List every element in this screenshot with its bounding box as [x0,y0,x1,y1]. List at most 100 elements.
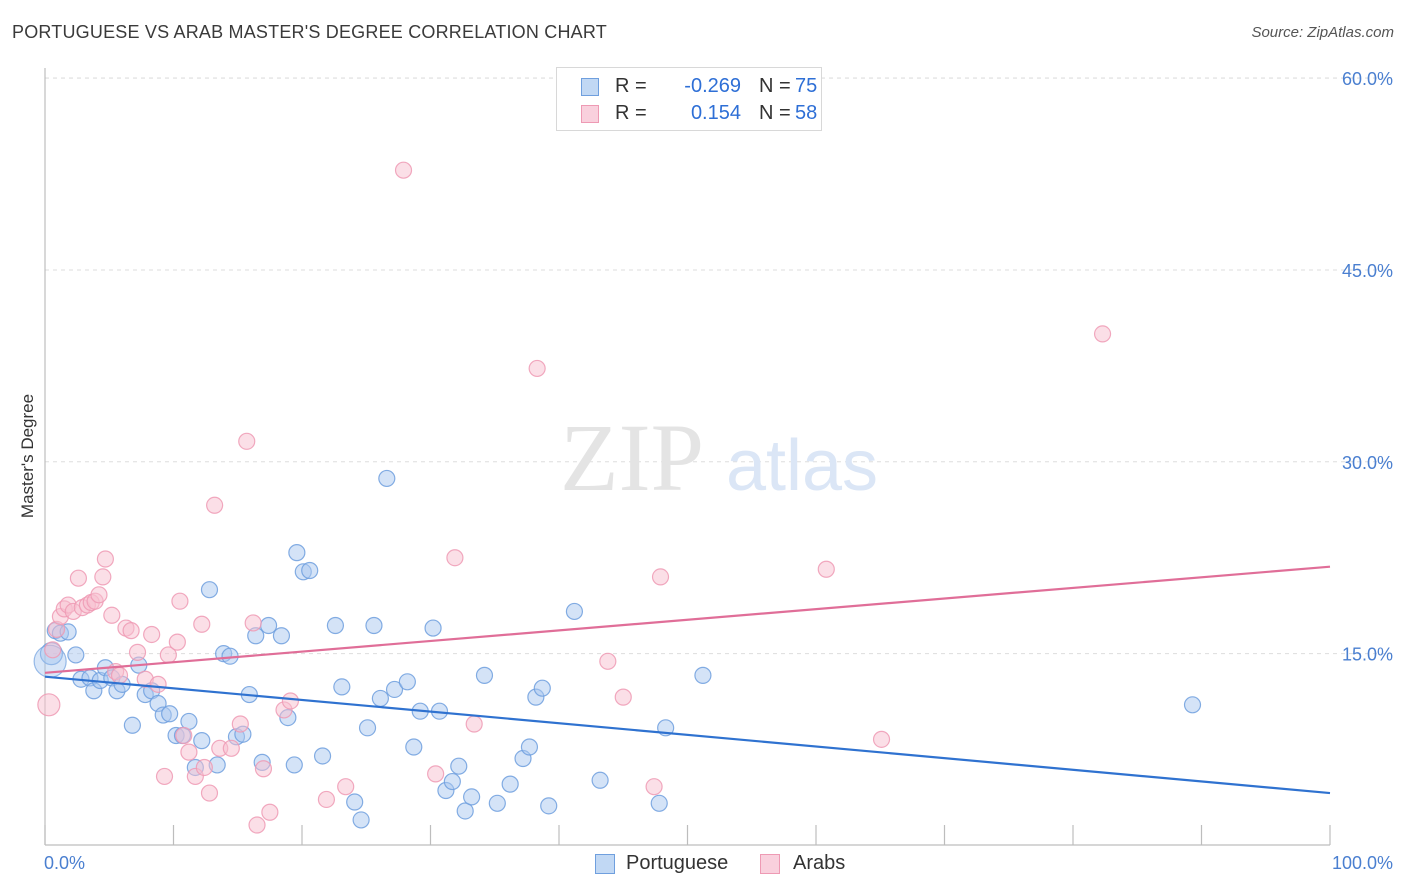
arabs-point [94,568,112,586]
legend-swatch-portuguese [581,78,599,96]
portuguese-point [301,561,319,580]
arabs-point [149,675,167,693]
arabs-point [261,803,279,821]
arabs-point [128,643,147,661]
arabs-point [465,715,483,733]
arabs-point [175,726,193,745]
bottom-legend-swatch-portuguese [595,854,615,874]
portuguese-point [650,794,668,812]
portuguese-point [533,679,551,697]
y-tick-label: 45.0% [1342,261,1393,281]
portuguese-point [475,666,494,684]
portuguese-point [398,673,416,691]
portuguese-point [259,616,278,635]
portuguese-point [385,680,404,699]
portuguese-point [371,689,389,708]
y-tick-label: 60.0% [1342,69,1393,89]
portuguese-point [540,797,558,815]
bottom-legend-label-arabs: Arabs [793,852,846,874]
y-tick-label: 30.0% [1342,453,1393,473]
portuguese-point [520,738,539,756]
arabs-point [193,615,211,633]
arabs-point [231,715,249,733]
arabs-point [168,633,186,651]
arabs-point [37,693,61,717]
bottom-legend-label-portuguese: Portuguese [626,852,729,874]
portuguese-point [591,771,609,789]
portuguese-point [67,646,85,664]
portuguese-point [378,469,396,488]
legend-r-label: R = [615,102,647,124]
watermark: ZIP atlas [560,404,878,511]
arabs-point [171,592,189,610]
legend-n-value: 58 [795,102,818,124]
legend-r-value: 0.154 [690,102,741,124]
arabs-point [122,622,140,640]
portuguese-point [352,811,370,829]
portuguese-point [313,747,332,765]
correlation-legend: R = -0.269 N = 75 R = 0.154 N = 58 [556,67,822,131]
tick-labels: 15.0% 30.0% 45.0% 60.0% 0.0% 100.0% [44,69,1393,873]
watermark-atlas: atlas [726,426,878,506]
arabs-point [238,432,256,450]
y-axis-label: Master's Degree [18,394,37,518]
arabs-point [244,614,262,632]
arabs-point [200,784,219,802]
portuguese-trend-line [44,675,1331,795]
arabs-point [337,778,355,796]
arabs-point [394,161,413,179]
chart-source: Source: ZipAtlas.com [1251,24,1394,41]
arabs-point [69,569,88,587]
portuguese-point [346,793,364,811]
legend-swatch-arabs [581,105,599,123]
arabs-point [254,760,273,778]
arabs-point [206,496,224,514]
portuguese-point [694,666,712,684]
arabs-point [651,568,670,586]
x-tick-label: 0.0% [44,853,85,873]
gridlines [45,77,1392,655]
arabs-point [645,778,663,796]
portuguese-point [456,802,474,820]
arabs-point [44,641,62,659]
legend-n-label: N = [759,75,791,97]
portuguese-point [450,757,468,775]
portuguese-point [288,544,306,562]
arabs-point [96,550,114,568]
arabs-point [155,767,174,786]
legend-n-label: N = [759,102,791,124]
x-tick-label: 100.0% [1332,853,1393,873]
bottom-legend-swatch-arabs [760,854,780,874]
portuguese-point [443,772,461,791]
portuguese-point [501,775,519,793]
portuguese-point [326,616,345,635]
arabs-point [248,816,266,834]
portuguese-point [272,627,291,645]
arabs-point [427,765,445,783]
arabs-point [281,692,300,710]
arabs-point [195,758,213,777]
arabs-point [817,560,835,578]
arabs-point [103,606,121,624]
legend-r-label: R = [615,75,647,97]
portuguese-point [424,619,442,637]
arabs-point [317,790,336,809]
arabs-point [143,625,161,644]
watermark-zip: ZIP [560,404,704,511]
arabs-point [110,666,129,684]
legend-r-value: -0.269 [684,75,741,97]
arabs-point [90,586,108,604]
arabs-points [37,161,1112,834]
portuguese-point [333,678,351,696]
portuguese-point [463,788,481,806]
portuguese-point [161,705,179,723]
portuguese-point [123,716,141,734]
arabs-point [614,688,632,706]
portuguese-point [565,602,584,621]
portuguese-point [405,738,423,756]
arabs-trend-line [44,565,1331,674]
arabs-point [180,743,198,761]
chart-title: PORTUGUESE VS ARAB MASTER'S DEGREE CORRE… [12,22,607,42]
arabs-point [446,549,464,567]
